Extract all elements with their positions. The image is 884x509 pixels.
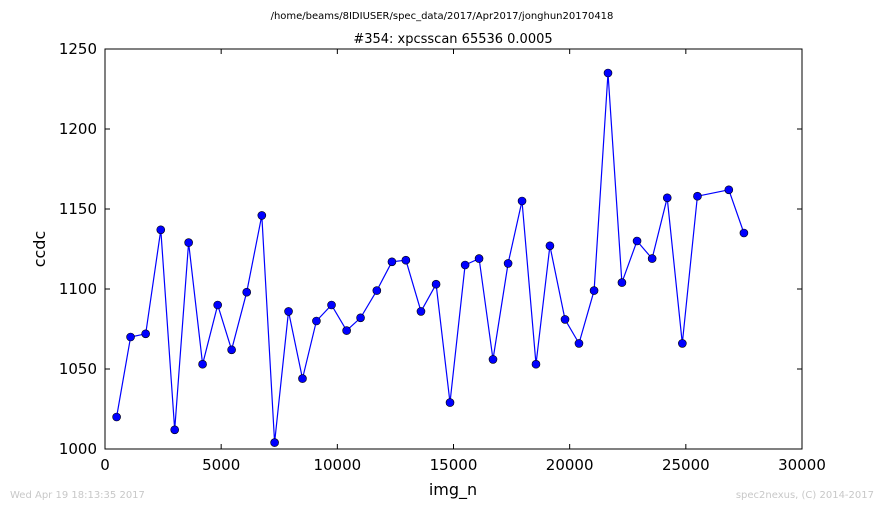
data-point <box>416 307 426 316</box>
plot-frame <box>104 48 803 450</box>
data-point <box>198 359 207 369</box>
x-tick-label: 10000 <box>313 456 361 474</box>
y-tick-label: 1000 <box>59 440 97 458</box>
data-point <box>693 191 702 201</box>
y-tick-label: 1150 <box>59 200 97 218</box>
data-point <box>242 287 252 297</box>
data-point <box>184 238 193 247</box>
data-point <box>678 339 687 348</box>
data-point <box>739 228 749 238</box>
data-point <box>603 68 613 78</box>
chart-suptitle: /home/beams/8IDIUSER/spec_data/2017/Apr2… <box>271 11 614 22</box>
data-point <box>503 259 513 268</box>
data-point <box>141 329 150 339</box>
data-point <box>632 236 642 246</box>
data-point <box>724 185 734 195</box>
data-point <box>342 326 351 335</box>
data-point <box>545 241 555 251</box>
data-point <box>589 286 599 295</box>
data-point <box>460 260 470 270</box>
data-point <box>298 374 307 383</box>
data-point <box>270 438 279 447</box>
data-point <box>372 286 382 295</box>
x-tick-label: 20000 <box>546 456 594 474</box>
data-point <box>445 398 455 407</box>
x-tick-label: 15000 <box>430 456 478 474</box>
data-point <box>474 254 484 263</box>
x-tick-label: 0 <box>100 456 110 474</box>
data-point <box>213 300 222 310</box>
footer-timestamp: Wed Apr 19 18:13:35 2017 <box>10 490 145 501</box>
y-tick-label: 1250 <box>59 40 97 58</box>
footer-credit: spec2nexus, (C) 2014-2017 <box>735 490 874 501</box>
y-tick-label: 1200 <box>59 120 97 138</box>
data-point <box>617 278 627 287</box>
data-point <box>327 300 336 310</box>
chart-title: #354: xpcsscan 65536 0.0005 <box>353 32 552 47</box>
data-point <box>431 279 441 289</box>
x-axis-label: img_n <box>429 480 477 500</box>
data-point <box>227 345 236 355</box>
axis-ticks <box>104 48 803 450</box>
data-point <box>531 359 541 369</box>
data-points <box>112 68 749 447</box>
x-tick-label: 5000 <box>202 456 240 474</box>
data-point <box>560 315 570 324</box>
x-tick-label: 30000 <box>778 456 826 474</box>
y-tick-label: 1100 <box>59 280 97 298</box>
x-tick-label: 25000 <box>662 456 710 474</box>
data-point <box>662 193 672 203</box>
data-point <box>401 255 411 265</box>
data-point <box>387 257 397 267</box>
y-tick-label: 1050 <box>59 360 97 378</box>
data-point <box>112 412 121 422</box>
data-point <box>574 339 584 348</box>
data-point <box>647 254 657 263</box>
data-point <box>312 316 321 326</box>
data-point <box>488 355 498 364</box>
data-point <box>126 332 135 342</box>
data-point <box>517 196 527 206</box>
data-point <box>284 307 293 316</box>
data-point <box>156 225 166 235</box>
data-point <box>170 425 179 435</box>
axis-tick-labels: 0 5000 10000 15000 20000 25000 30000 1000 1050 11… <box>59 40 826 474</box>
data-point <box>356 313 365 323</box>
data-point <box>257 211 267 220</box>
y-axis-label: ccdc <box>30 231 49 268</box>
